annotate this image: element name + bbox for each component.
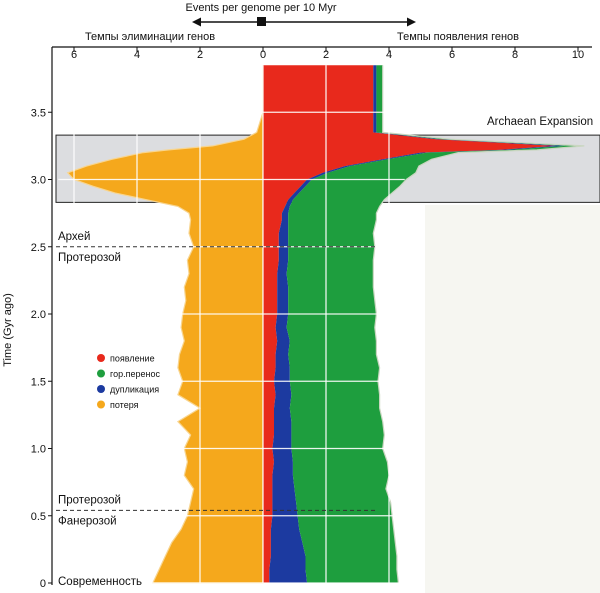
legend-swatch <box>97 369 105 378</box>
y-axis-label: Time (Gyr ago) <box>2 293 14 367</box>
era-label-below: Протерозой <box>58 252 121 264</box>
x-tick-label: 6 <box>449 49 455 61</box>
legend-label: дупликация <box>110 385 159 395</box>
series-area-дупликация <box>269 65 566 583</box>
y-tick-label: 2.5 <box>31 242 46 254</box>
x-tick-label: 8 <box>512 49 518 61</box>
y-tick-label: 0 <box>40 578 46 590</box>
legend-label: гор.перенос <box>110 369 160 379</box>
x-tick-label: 2 <box>197 49 203 61</box>
y-tick-label: 3.5 <box>31 107 46 119</box>
background-panel <box>425 205 600 593</box>
x-tick-label: 6 <box>71 49 77 61</box>
series-area-гор.перенос <box>286 65 585 583</box>
expansion-label: Archaean Expansion <box>487 116 593 128</box>
y-tick-label: 1.5 <box>31 376 46 388</box>
era-label-above: Архей <box>58 231 90 243</box>
stack-outline <box>372 65 585 584</box>
legend-swatch <box>97 354 105 362</box>
left-axis-label: Темпы элиминации генов <box>85 31 215 43</box>
y-tick-label: 0.5 <box>31 511 46 523</box>
x-tick-label: 4 <box>386 49 392 61</box>
x-tick-label: 4 <box>134 49 140 61</box>
era-label-below: Фанерозой <box>58 515 117 527</box>
x-tick-label: 10 <box>572 49 584 61</box>
x-tick-label: 0 <box>260 49 266 61</box>
x-tick-label: 2 <box>323 49 329 61</box>
y-tick-label: 1.0 <box>31 444 46 456</box>
legend-label: потеря <box>110 400 139 410</box>
chart-title: Events per genome per 10 Myr <box>185 2 336 14</box>
y-tick-label: 2.0 <box>31 309 46 321</box>
legend-swatch <box>97 400 105 409</box>
double-arrow-icon <box>192 17 416 27</box>
legend-label: появление <box>110 354 155 364</box>
right-axis-label: Темпы появления генов <box>397 31 519 43</box>
present-label: Современность <box>58 576 142 588</box>
era-label-above: Протерозой <box>58 494 121 506</box>
legend-swatch <box>97 385 105 393</box>
series-area-появление <box>263 65 556 583</box>
y-tick-label: 3.0 <box>31 175 46 187</box>
